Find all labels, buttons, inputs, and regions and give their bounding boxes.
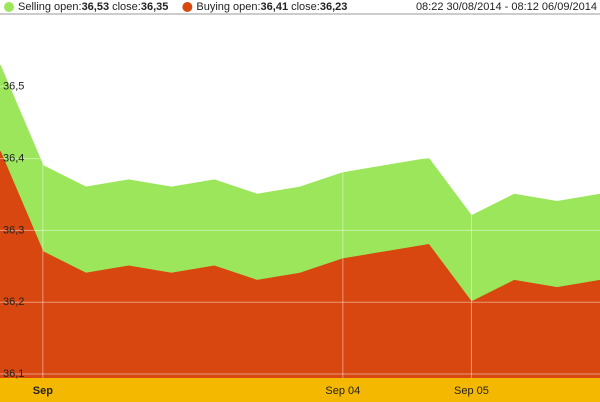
legend-open: 36,53 bbox=[82, 1, 110, 13]
x-tick-label: Sep 04 bbox=[325, 385, 360, 397]
legend-open-label: open: bbox=[233, 1, 261, 13]
legend-label: Selling bbox=[18, 1, 51, 13]
y-tick-label: 36,3 bbox=[3, 224, 24, 236]
legend-label: Buying bbox=[196, 1, 230, 13]
y-tick-label: 36,1 bbox=[3, 368, 24, 380]
legend-close-label: close: bbox=[112, 1, 141, 13]
x-tick-label: Sep bbox=[33, 385, 53, 397]
legend-open-label: open: bbox=[54, 1, 82, 13]
y-tick-label: 36,5 bbox=[3, 81, 24, 93]
area-line bbox=[0, 64, 600, 217]
legend-close: 36,23 bbox=[320, 1, 348, 13]
legend-close-label: close: bbox=[291, 1, 320, 13]
area-fill bbox=[0, 151, 600, 378]
date-range: 08:22 30/08/2014 - 08:12 06/09/2014 bbox=[416, 1, 597, 13]
x-axis-bar bbox=[0, 378, 600, 402]
area-line bbox=[0, 151, 600, 304]
legend-marker bbox=[4, 2, 14, 12]
y-tick-label: 36,2 bbox=[3, 296, 24, 308]
legend-close: 36,35 bbox=[141, 1, 169, 13]
plot-area bbox=[0, 65, 600, 378]
x-tick-label: Sep 05 bbox=[454, 385, 489, 397]
legend-marker bbox=[182, 2, 193, 12]
y-tick-label: 36,4 bbox=[3, 153, 24, 165]
legend-open: 36,41 bbox=[261, 1, 289, 13]
